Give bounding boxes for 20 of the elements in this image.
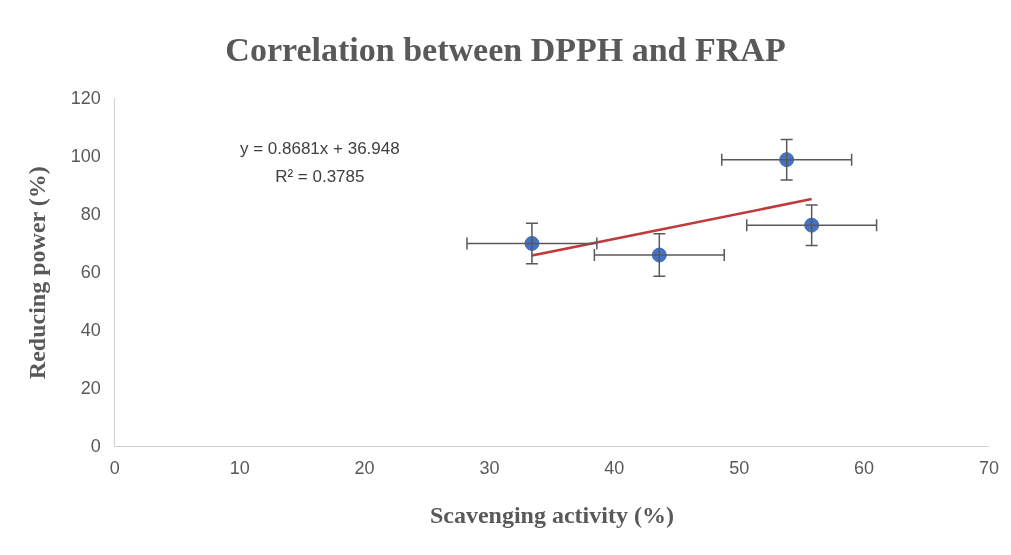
x-tick-label: 20 xyxy=(354,458,375,479)
x-tick-label: 30 xyxy=(479,458,500,479)
x-tick-label: 10 xyxy=(229,458,250,479)
y-tick-label: 80 xyxy=(80,203,101,224)
x-tick-label: 40 xyxy=(604,458,625,479)
y-tick-label: 60 xyxy=(80,261,101,282)
y-tick-label: 100 xyxy=(70,145,101,166)
annotation: y = 0.8681x + 36.948 xyxy=(239,138,400,158)
annotation: R² = 0.3785 xyxy=(275,166,365,186)
chart-title: Correlation between DPPH and FRAP xyxy=(225,31,786,69)
y-tick-label: 20 xyxy=(80,377,101,398)
y-tick-label: 120 xyxy=(70,87,101,108)
y-tick-label: 0 xyxy=(90,435,101,456)
y-tick-label: 40 xyxy=(80,319,101,340)
x-tick-label: 70 xyxy=(978,458,999,479)
x-tick-label: 50 xyxy=(729,458,750,479)
y-axis-title: Reducing power (%) xyxy=(23,166,50,380)
x-tick-label: 0 xyxy=(109,458,120,479)
x-tick-label: 60 xyxy=(854,458,875,479)
x-axis-title: Scavenging activity (%) xyxy=(429,501,674,528)
